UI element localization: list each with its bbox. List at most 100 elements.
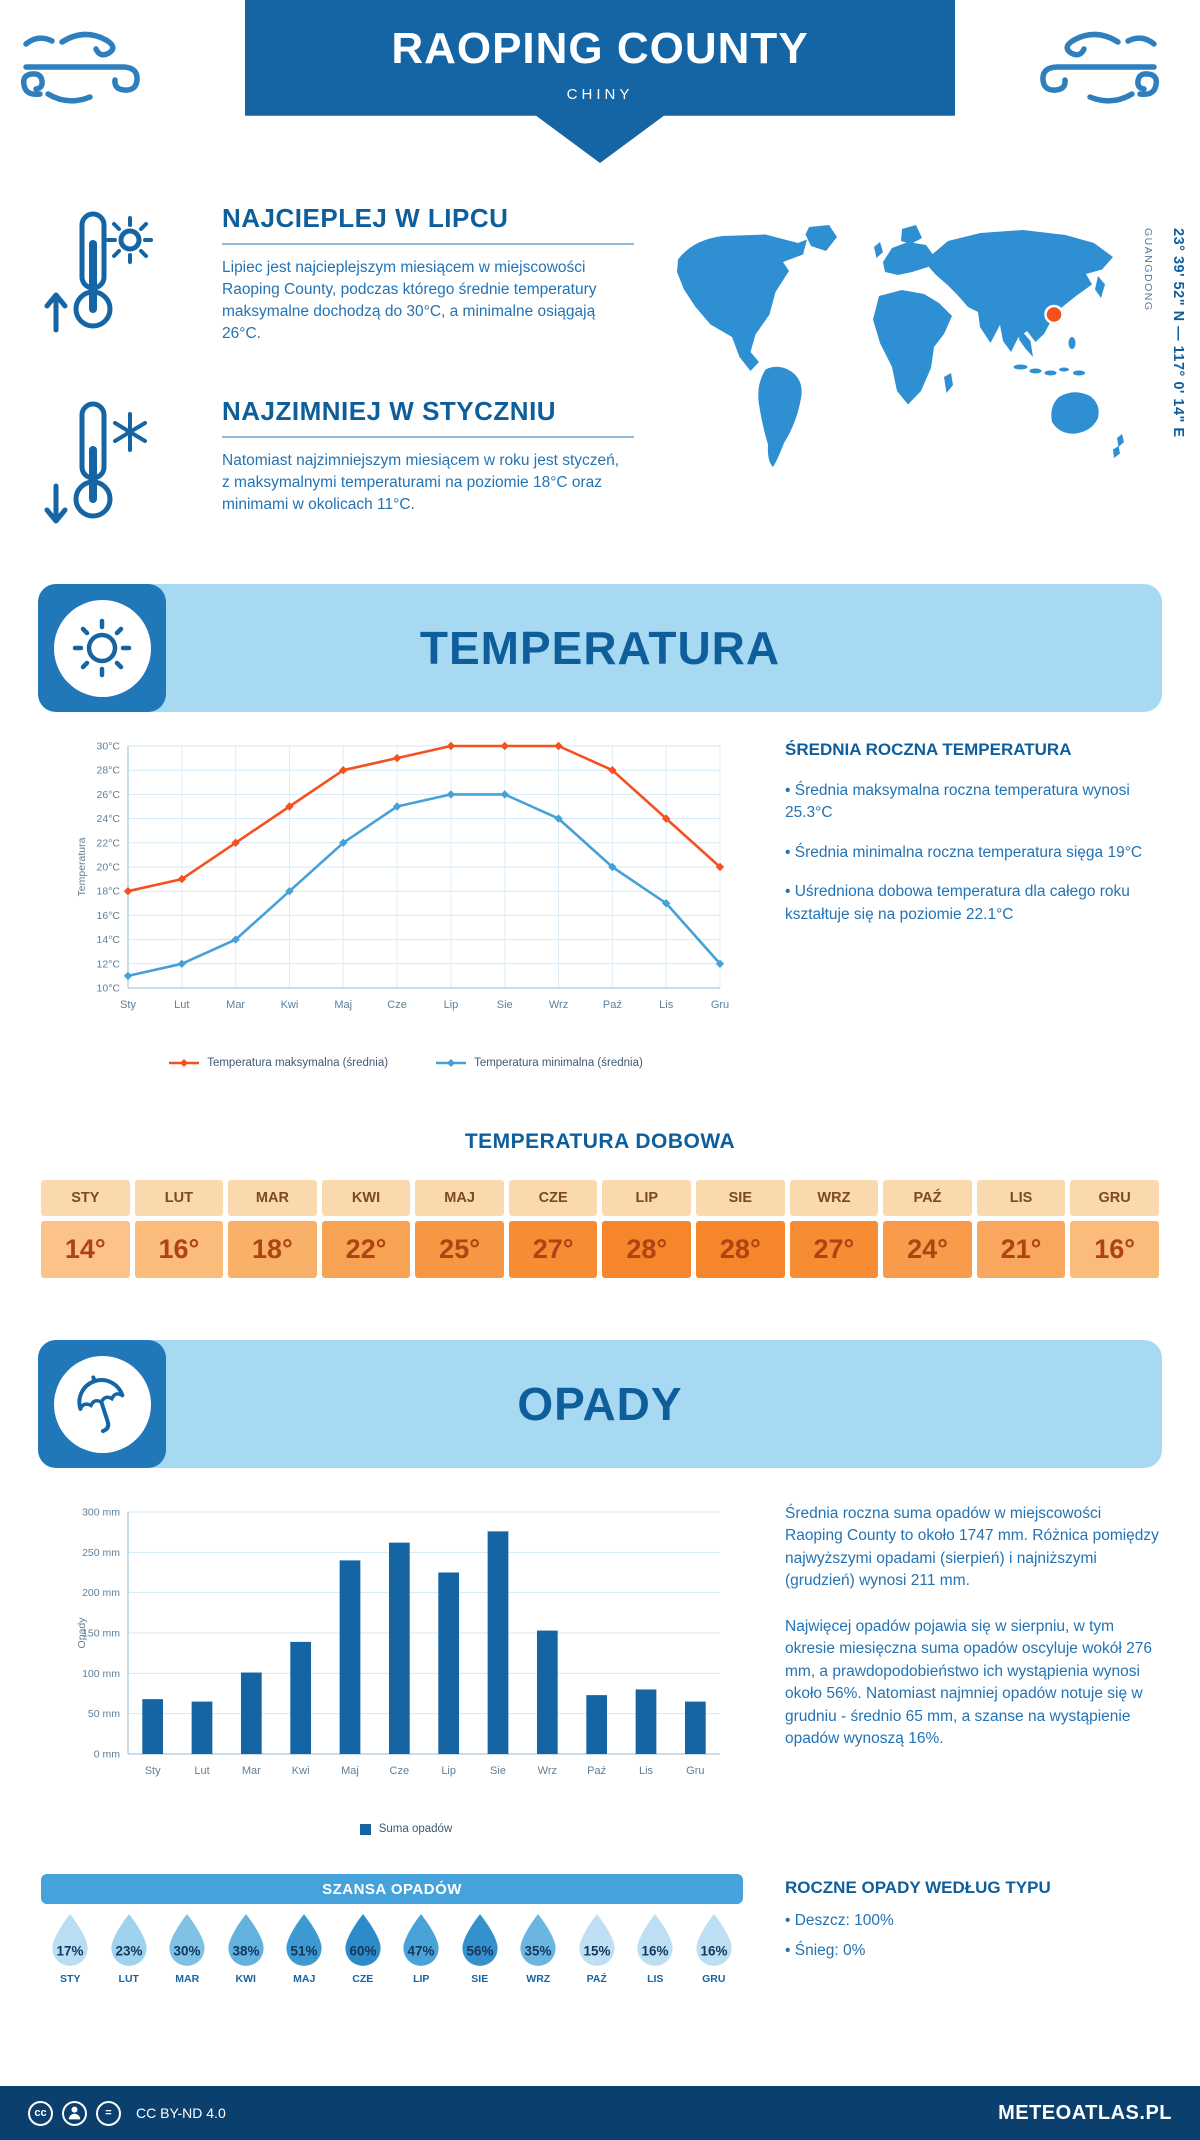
location-region: GUANGDONG: [1142, 228, 1154, 312]
precipitation-paragraph: Średnia roczna suma opadów w miejscowośc…: [785, 1505, 1159, 1590]
daily-temperature-table: STY LUT MAR KWI MAJ CZE LIP SIE WRZ PAŹ LIS GRU 14°…: [41, 1180, 1159, 1283]
coldest-month-text: Natomiast najzimniejszym miesiącem w rok…: [222, 452, 620, 513]
rain-chance-block: SZANSA OPADÓW 17% STY 23% LUT 30% MAR 38% KWI 51…: [41, 1874, 743, 1985]
svg-text:18°C: 18°C: [97, 886, 121, 898]
rain-chance-title: SZANSA OPADÓW: [41, 1874, 743, 1904]
daily-temperature-cell: 16°: [1070, 1221, 1159, 1278]
svg-text:150 mm: 150 mm: [82, 1628, 120, 1640]
warmest-month-title: NAJCIEPLEJ W LIPCU: [222, 203, 634, 245]
rain-chance-month: GRU: [702, 1973, 726, 1985]
rain-chance-item: 56% SIE: [451, 1912, 510, 1985]
coldest-month-block: NAJZIMNIEJ W STYCZNIU Natomiast najzimni…: [222, 396, 634, 516]
svg-text:38%: 38%: [232, 1944, 259, 1959]
svg-text:0 mm: 0 mm: [94, 1749, 121, 1761]
svg-text:250 mm: 250 mm: [82, 1547, 120, 1559]
svg-text:30%: 30%: [174, 1944, 201, 1959]
svg-text:Paź: Paź: [603, 999, 622, 1011]
rain-chance-month: LUT: [118, 1973, 139, 1985]
month-header-cell: KWI: [321, 1180, 411, 1216]
month-header-cell: LIP: [602, 1180, 692, 1216]
svg-text:300 mm: 300 mm: [82, 1507, 120, 1519]
svg-text:17%: 17%: [57, 1944, 84, 1959]
svg-text:20°C: 20°C: [97, 862, 121, 874]
svg-text:22°C: 22°C: [97, 837, 121, 849]
umbrella-icon: [53, 1355, 151, 1453]
location-marker: [1044, 304, 1064, 325]
daily-temperature-cell: 21°: [976, 1221, 1066, 1278]
warmest-month-block: NAJCIEPLEJ W LIPCU Lipiec jest najcieple…: [222, 203, 634, 345]
warm-thermometer-icon: [42, 208, 154, 345]
daily-temperature-cell: 28°: [602, 1221, 692, 1278]
month-header-cell: MAR: [228, 1180, 317, 1216]
wind-icon-right: [1012, 22, 1162, 122]
rain-chance-row: 17% STY 23% LUT 30% MAR 38% KWI 51% MAJ 60% CZE 47% L…: [41, 1912, 743, 1985]
rain-chance-item: 47% LIP: [392, 1912, 451, 1985]
rain-chance-item: 35% WRZ: [509, 1912, 568, 1985]
svg-text:16%: 16%: [700, 1944, 727, 1959]
precipitation-chart-legend: Suma opadów: [72, 1823, 740, 1835]
legend-item: Suma opadów: [359, 1823, 452, 1835]
month-header-cell: WRZ: [789, 1180, 879, 1216]
daily-temperature-cell: 27°: [789, 1221, 879, 1278]
page-subtitle: CHINY: [566, 86, 634, 103]
rain-chance-month: MAR: [175, 1973, 200, 1985]
month-header-cell: GRU: [1070, 1180, 1159, 1216]
temperature-bullet: Średnia minimalna roczna temperatura się…: [785, 842, 1161, 864]
rain-chance-item: 15% PAŹ: [568, 1912, 627, 1985]
rain-chance-month: WRZ: [526, 1973, 551, 1985]
raindrop-icon: 51%: [286, 1914, 322, 1966]
temperature-summary-list: Średnia maksymalna roczna temperatura wy…: [785, 780, 1161, 926]
rain-chance-month: CZE: [352, 1973, 374, 1985]
svg-text:Kwi: Kwi: [281, 999, 299, 1011]
svg-text:30°C: 30°C: [97, 741, 121, 753]
svg-text:Cze: Cze: [390, 1765, 410, 1777]
temperature-icon-tile: [38, 584, 166, 712]
raindrop-icon: 15%: [579, 1914, 615, 1966]
svg-text:23%: 23%: [115, 1944, 142, 1959]
rain-chance-month: LIS: [647, 1973, 664, 1985]
cold-thermometer-icon: [42, 398, 154, 535]
rain-chance-item: 16% GRU: [685, 1912, 744, 1985]
svg-text:Lut: Lut: [194, 1765, 209, 1777]
warmest-month-text: Lipiec jest najcieplejszym miesiącem w m…: [222, 259, 597, 342]
svg-text:Wrz: Wrz: [549, 999, 568, 1011]
svg-text:16%: 16%: [642, 1944, 669, 1959]
brand-logo: METEOATLAS.PL: [998, 2101, 1172, 2124]
rain-chance-item: 30% MAR: [158, 1912, 217, 1985]
precipitation-type-bullet: Deszcz: 100%: [785, 1910, 1161, 1932]
daily-temperature-title: TEMPERATURA DOBOWA: [464, 1130, 736, 1153]
svg-text:26°C: 26°C: [97, 789, 121, 801]
svg-text:Maj: Maj: [334, 999, 352, 1011]
rain-chance-month: LIP: [413, 1973, 430, 1985]
license-block: cc = CC BY-ND 4.0: [28, 2100, 226, 2126]
cc-icon: cc: [28, 2100, 53, 2126]
daily-temperature-cell: 14°: [41, 1221, 130, 1278]
temperature-bullet: Uśredniona dobowa temperatura dla całego…: [785, 881, 1161, 926]
license-label: CC BY-ND 4.0: [136, 2105, 226, 2121]
svg-text:Maj: Maj: [341, 1765, 359, 1777]
month-header-cell: LUT: [134, 1180, 224, 1216]
svg-text:Wrz: Wrz: [538, 1765, 557, 1777]
location-coordinates: 23° 39' 52" N — 117° 0' 14" E: [1170, 228, 1186, 438]
daily-temperature-cell: 27°: [508, 1221, 598, 1278]
rain-chance-month: STY: [60, 1973, 81, 1985]
month-header-cell: LIS: [976, 1180, 1066, 1216]
wind-icon-left: [18, 22, 168, 122]
rain-chance-item: 51% MAJ: [275, 1912, 334, 1985]
sun-icon: [53, 599, 151, 697]
precipitation-type-block: ROCZNE OPADY WEDŁUG TYPU Deszcz: 100% Śn…: [785, 1878, 1161, 1971]
rain-chance-item: 38% KWI: [217, 1912, 276, 1985]
svg-text:56%: 56%: [466, 1944, 493, 1959]
svg-text:12°C: 12°C: [97, 958, 121, 970]
rain-chance-item: 60% CZE: [334, 1912, 393, 1985]
footer: cc = CC BY-ND 4.0 METEOATLAS.PL: [0, 2086, 1200, 2140]
svg-text:Cze: Cze: [387, 999, 407, 1011]
temperature-section-title: TEMPERATURA: [419, 622, 781, 674]
raindrop-icon: 30%: [169, 1914, 205, 1966]
rain-chance-month: SIE: [471, 1973, 489, 1985]
rain-chance-item: 16% LIS: [626, 1912, 685, 1985]
temperature-section-header: TEMPERATURA: [38, 584, 1162, 712]
svg-text:10°C: 10°C: [97, 983, 121, 995]
svg-text:60%: 60%: [349, 1944, 376, 1959]
precipitation-type-title: ROCZNE OPADY WEDŁUG TYPU: [785, 1878, 1051, 1897]
